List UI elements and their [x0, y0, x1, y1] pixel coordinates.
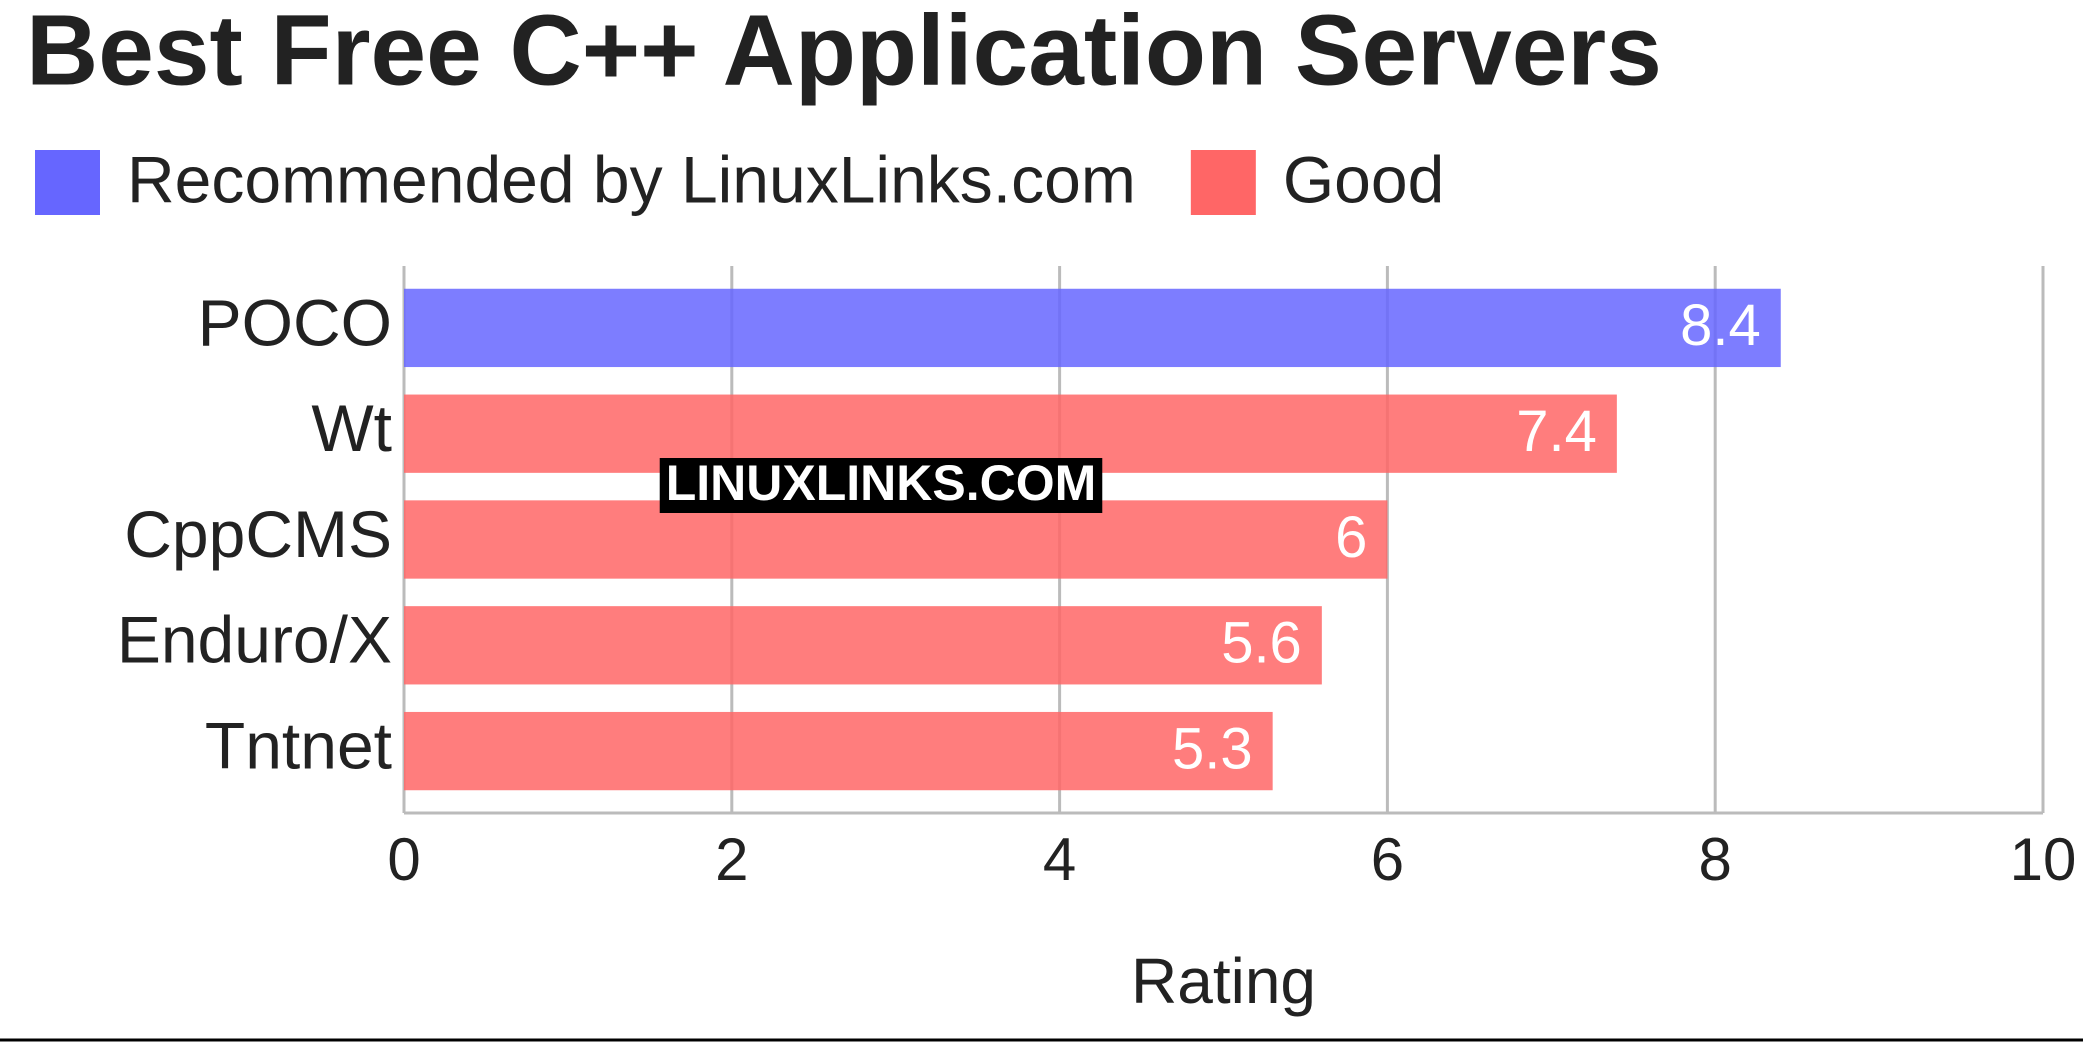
y-tick-label: Enduro/X	[117, 603, 392, 677]
x-tick-label: 8	[1699, 826, 1732, 893]
bar	[404, 500, 1388, 579]
x-tick-label: 4	[1043, 826, 1076, 893]
watermark-box	[659, 458, 1103, 513]
chart-title: Best Free C++ Application Servers	[26, 0, 1662, 106]
data-label: 8.4	[1680, 293, 1761, 358]
y-tick-label: POCO	[198, 285, 392, 359]
data-label: 7.4	[1516, 399, 1597, 464]
x-tick-label: 2	[715, 826, 748, 893]
legend-swatch	[35, 150, 100, 215]
watermark: LINUXLINKS.COM	[666, 455, 1097, 511]
y-tick-label: Tntnet	[205, 709, 392, 783]
legend-label: Recommended by LinuxLinks.com	[127, 142, 1136, 216]
x-tick-label: 10	[2010, 826, 2077, 893]
bar	[404, 711, 1273, 791]
x-tick-label: 6	[1371, 826, 1404, 893]
data-label: 5.6	[1221, 611, 1302, 676]
x-axis-label: Rating	[1131, 945, 1316, 1017]
data-label: 5.3	[1172, 716, 1253, 781]
bar	[404, 288, 1781, 368]
bar	[404, 606, 1322, 685]
legend-label: Good	[1283, 142, 1444, 216]
x-tick-label: 0	[387, 826, 420, 893]
y-tick-label: Wt	[311, 391, 392, 465]
data-label: 6	[1335, 505, 1367, 570]
legend-swatch	[1190, 150, 1256, 215]
y-tick-label: CppCMS	[124, 497, 392, 571]
